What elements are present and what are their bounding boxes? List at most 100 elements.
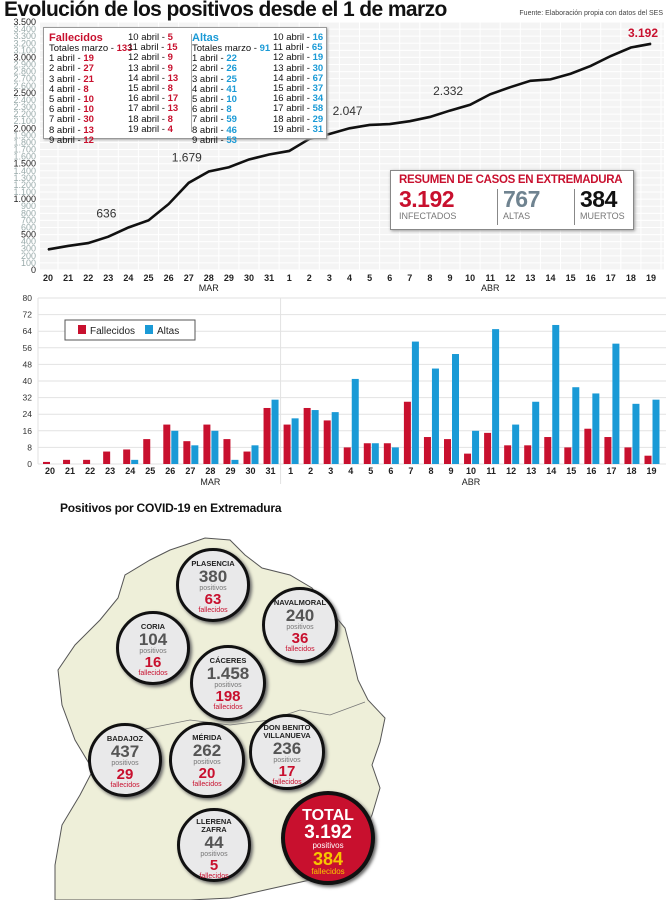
legend: Fallecidos Altas [64,319,196,341]
table-row: 15 abril - 37 [273,83,323,95]
positivos-value: 236 [272,739,302,758]
area-circle: BADAJOZ 437 positivos 29 fallecidos [88,723,162,797]
x-tick-label: 16 [586,466,596,476]
x-tick-label: 15 [566,466,576,476]
data-point [87,242,89,244]
table-row: 10 abril - 16 [273,32,323,43]
fallecidos-value: 20 [198,765,216,782]
table-row: 12 abril - 9 [128,53,178,63]
altas-bar [231,459,239,464]
altas-bar [592,393,600,464]
altas-list-a: 1 abril - 22 2 abril - 26 3 abril - 25 4 ab… [192,54,270,146]
fallecidos-label: fallecidos [192,781,222,788]
table-row: 4 abril - 8 [49,83,132,95]
altas-bar [311,410,319,464]
y-tick-label: 1.100 [13,187,36,197]
y-tick-label: 2.500 [13,88,36,98]
fallecidos-value: 63 [204,591,222,608]
y-tick-label: 700 [21,215,36,225]
positivos-label: positivos [312,841,344,850]
y-tick-label: 2.900 [13,60,36,70]
total-value: 91 [259,43,271,54]
row-label: 7 abril - [49,114,84,126]
data-point [248,158,250,160]
y-tick-label: 24 [23,409,33,419]
infectados-label: INFECTADOS [399,211,457,221]
y-tick-label: 2.300 [13,102,36,112]
data-point [188,182,190,184]
summary-divider [497,189,498,225]
fallecidos-label: fallecidos [311,867,345,876]
table-row: 7 abril - 30 [49,115,132,125]
table-row: 9 abril - 12 [49,135,132,146]
area-circle: DON BENITO VILLANUEVA 236 positivos 17 falle… [249,714,325,790]
table-row: 1 abril - 19 [49,54,132,64]
row-label: 11 abril - [128,42,167,54]
y-tick-label: 3.100 [13,45,36,55]
value-annotation: 1.679 [172,151,202,165]
area-name: PLASENCIA [191,559,235,568]
y-tick-label: 2.200 [13,109,36,119]
altas-bar [492,329,500,464]
fallecidos-bar [183,441,191,464]
fallecidos-label: fallecidos [285,646,315,653]
table-row: 19 abril - 4 [128,124,178,135]
altas-bar [371,443,379,464]
positivos-value: 3.192 [304,822,352,843]
row-label: 18 abril - [128,113,168,125]
altas-total: Totales marzo - 91 [192,43,271,54]
y-tick-label: 500 [21,230,36,240]
row-value: 13 [167,103,179,115]
data-point [550,78,551,80]
table-row: 11 abril - 15 [128,43,178,53]
area-circle: LLERENA ZAFRA 44 positivos 5 fallecidos [177,808,251,882]
x-tick-label: 20 [45,466,55,476]
table-row: 18 abril - 29 [273,113,323,125]
row-label: 11 abril - [273,42,312,54]
row-value: 8 [83,83,89,95]
y-tick-label: 600 [21,222,36,232]
y-tick-label: 1.800 [13,137,36,147]
data-point [369,124,371,126]
x-tick-label: 28 [204,273,214,283]
value-annotation: 3.192 [628,26,658,40]
y-tick-label: 8 [27,442,32,452]
x-tick-label: 11 [486,466,496,476]
altas-bar [271,399,279,464]
y-tick-label: 1.300 [13,173,36,183]
x-tick-label: 2 [307,273,312,283]
fallecidos-col-1: Fallecidos Totales marzo - 133 1 abril -… [49,32,132,146]
month-label: ABR [462,477,481,487]
x-tick-label: 8 [427,273,432,283]
table-row: 17 abril - 13 [128,104,178,114]
area-name: TOTAL [302,807,354,824]
legend-swatch [145,325,153,334]
fallecidos-bar [524,445,532,464]
area-circle: MÉRIDA 262 positivos 20 fallecidos [169,722,245,798]
row-value: 9 [167,52,173,64]
table-row: 16 abril - 34 [273,94,323,104]
y-tick-label: 2.400 [13,95,36,105]
altas-bar [291,418,299,464]
y-tick-label: 56 [23,343,33,353]
month-label: ABR [481,283,500,293]
x-tick-label: 6 [388,466,393,476]
x-tick-label: 27 [185,466,195,476]
row-label: 18 abril - [273,113,313,125]
table-row: 6 abril - 8 [192,105,270,115]
x-tick-label: 31 [264,273,274,283]
altas-bar [512,424,520,464]
x-tick-label: 29 [224,273,234,283]
row-value: 30 [83,114,94,126]
fallecidos-bar [83,459,91,464]
x-tick-label: 16 [586,273,596,283]
fallecidos-heading: Fallecidos [49,32,103,44]
altas-label: ALTAS [503,211,531,221]
positivos-value: 1.458 [206,664,250,683]
y-tick-label: 0 [31,265,36,275]
x-tick-label: 30 [244,273,254,283]
x-tick-label: 17 [606,273,616,283]
total-circle: TOTAL 3.192 positivos 384 fallecidos [281,791,375,885]
table-row: 8 abril - 13 [49,125,132,136]
row-label: 15 abril - [273,83,313,95]
